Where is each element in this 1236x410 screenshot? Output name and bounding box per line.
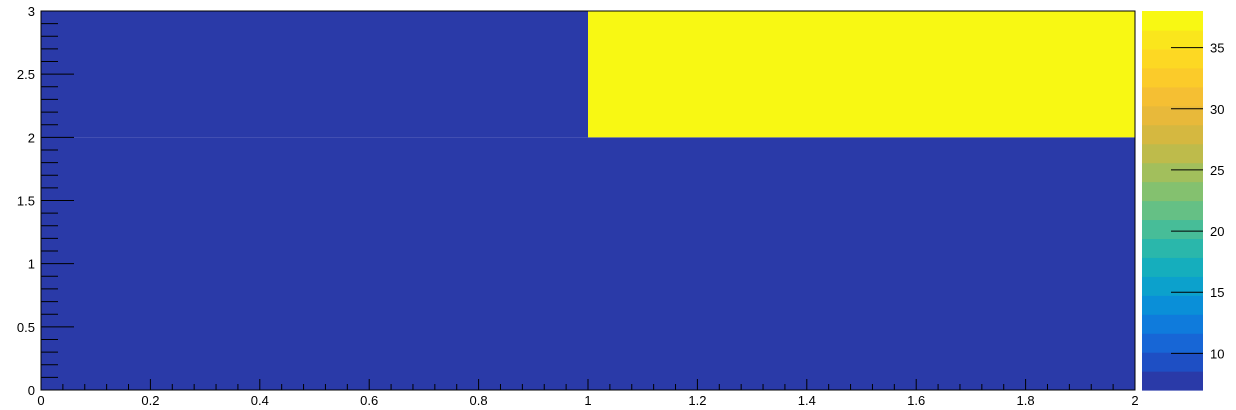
color-scale-label: 10 [1210, 346, 1224, 361]
x-tick-label: 0 [37, 393, 44, 408]
x-tick-label: 0.4 [251, 393, 269, 408]
heatmap-cell [588, 137, 1135, 390]
color-scale-label: 35 [1210, 41, 1224, 56]
x-tick-label: 1 [584, 393, 591, 408]
color-scale-band [1142, 67, 1203, 88]
color-scale-band [1142, 276, 1203, 296]
color-scale-label: 25 [1210, 163, 1224, 178]
x-tick-label: 1.8 [1017, 393, 1035, 408]
x-tick-label: 1.6 [907, 393, 925, 408]
color-scale-band [1142, 314, 1203, 334]
x-tick-label: 0.6 [360, 393, 378, 408]
color-scale-band [1142, 333, 1203, 353]
heatmap-cell [41, 11, 588, 138]
y-tick-label: 2 [28, 130, 35, 145]
y-tick-label: 3 [28, 4, 35, 19]
y-tick-label: 1 [28, 257, 35, 272]
x-axis: 0 0.2 0.4 0.6 0.8 1 1.2 1.4 1.6 1.8 2 [37, 379, 1139, 408]
color-scale-band [1142, 238, 1203, 258]
color-scale-band [1142, 162, 1203, 183]
x-tick-label: 2 [1131, 393, 1138, 408]
color-scale-band [1142, 48, 1203, 69]
heatmap-cell [41, 137, 588, 390]
x-tick-label: 0.2 [141, 393, 159, 408]
color-scale-label: 15 [1210, 285, 1224, 300]
y-tick-label: 1.5 [17, 194, 35, 209]
color-scale-label: 30 [1210, 102, 1224, 117]
color-scale-band [1142, 219, 1203, 239]
y-tick-label: 0.5 [17, 320, 35, 335]
color-scale: 10 15 20 25 30 35 [1142, 11, 1224, 391]
y-tick-label: 2.5 [17, 67, 35, 82]
color-scale-band [1142, 257, 1203, 277]
color-scale-band [1142, 11, 1203, 31]
x-tick-label: 1.2 [688, 393, 706, 408]
y-axis: 0 0.5 1 1.5 2 2.5 3 [17, 4, 74, 398]
color-scale-band [1142, 352, 1203, 372]
color-scale-band [1142, 124, 1203, 145]
x-tick-label: 0.8 [470, 393, 488, 408]
color-scale-band [1142, 295, 1203, 315]
color-scale-band [1142, 86, 1203, 107]
heatmap-cells [41, 11, 1135, 390]
color-scale-band [1142, 143, 1203, 164]
y-tick-label: 0 [28, 383, 35, 398]
color-scale-band [1142, 105, 1203, 126]
heatmap-cell [588, 11, 1135, 138]
color-scale-band [1142, 200, 1203, 221]
x-tick-label: 1.4 [798, 393, 816, 408]
color-scale-band [1142, 29, 1203, 50]
color-scale-label: 20 [1210, 224, 1224, 239]
color-scale-band [1142, 181, 1203, 202]
color-scale-band [1142, 371, 1203, 391]
